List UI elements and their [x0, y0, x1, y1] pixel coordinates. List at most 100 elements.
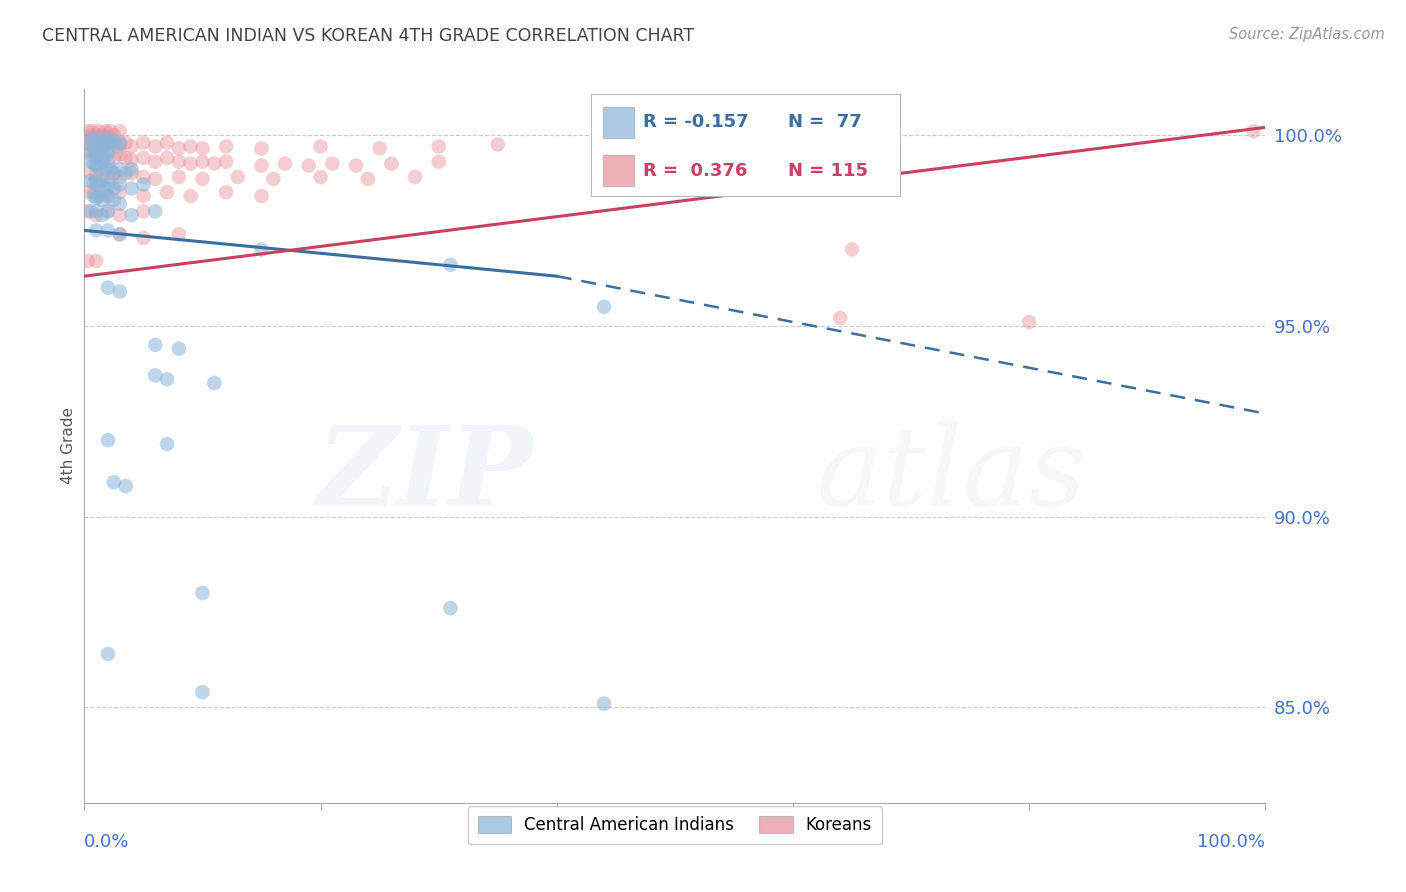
Point	[108, 137, 131, 152]
Point	[98, 162, 121, 177]
Point	[91, 136, 114, 150]
Point	[79, 204, 101, 219]
Point	[84, 134, 107, 148]
Point	[114, 136, 136, 150]
Point	[94, 181, 117, 195]
Point	[226, 169, 249, 184]
Text: 0.0%: 0.0%	[84, 833, 129, 851]
Point	[132, 169, 155, 184]
Point	[79, 166, 101, 180]
Point	[84, 159, 107, 173]
Point	[427, 154, 450, 169]
Point	[250, 159, 273, 173]
Point	[167, 154, 190, 169]
Point	[156, 151, 179, 165]
Point	[191, 154, 214, 169]
Point	[91, 193, 114, 207]
Point	[1243, 124, 1265, 138]
Point	[108, 169, 131, 184]
Point	[108, 136, 131, 150]
Point	[108, 227, 131, 242]
Point	[97, 137, 120, 152]
Point	[82, 124, 104, 138]
Point	[84, 168, 107, 182]
Point	[83, 136, 105, 150]
Point	[321, 156, 343, 170]
Point	[309, 139, 332, 153]
Point	[404, 169, 426, 184]
Y-axis label: 4th Grade: 4th Grade	[60, 408, 76, 484]
Point	[121, 153, 143, 167]
Point	[83, 186, 105, 200]
Point	[191, 172, 214, 186]
Point	[191, 141, 214, 155]
Text: atlas: atlas	[817, 421, 1087, 528]
Point	[84, 137, 107, 152]
Point	[84, 174, 107, 188]
Point	[830, 311, 852, 326]
Point	[593, 697, 616, 711]
Point	[97, 169, 120, 184]
Point	[103, 128, 125, 142]
Point	[309, 169, 332, 184]
Text: R =  0.376: R = 0.376	[643, 161, 748, 179]
Point	[439, 258, 461, 272]
Point	[132, 231, 155, 245]
Point	[87, 161, 110, 175]
Point	[87, 124, 110, 138]
Point	[108, 285, 131, 299]
Point	[97, 178, 120, 192]
Point	[91, 137, 114, 152]
Point	[274, 156, 297, 170]
Point	[167, 141, 190, 155]
Text: 100.0%: 100.0%	[1198, 833, 1265, 851]
Point	[108, 147, 131, 161]
Point	[108, 196, 131, 211]
Point	[77, 136, 100, 150]
Text: ZIP: ZIP	[316, 421, 533, 528]
Point	[97, 132, 120, 146]
Point	[91, 166, 114, 180]
Point	[121, 162, 143, 177]
Point	[98, 124, 121, 138]
Point	[114, 479, 136, 493]
Point	[344, 159, 367, 173]
Point	[108, 208, 131, 222]
Point	[87, 147, 110, 161]
Point	[84, 128, 107, 142]
Point	[108, 162, 131, 177]
Point	[79, 137, 101, 152]
Point	[108, 186, 131, 200]
Point	[121, 181, 143, 195]
Point	[180, 189, 202, 203]
Point	[79, 154, 101, 169]
Point	[87, 136, 110, 150]
Point	[84, 208, 107, 222]
Point	[87, 178, 110, 192]
Point	[91, 186, 114, 200]
Point	[250, 243, 273, 257]
Point	[191, 685, 214, 699]
Point	[103, 136, 125, 150]
Point	[97, 223, 120, 237]
Point	[103, 166, 125, 180]
Point	[357, 172, 380, 186]
Point	[298, 159, 321, 173]
Point	[97, 280, 120, 294]
Point	[156, 186, 179, 200]
Text: N =  77: N = 77	[789, 113, 862, 131]
Point	[94, 137, 117, 152]
Point	[250, 189, 273, 203]
Point	[143, 338, 166, 352]
Point	[143, 204, 166, 219]
Point	[143, 139, 166, 153]
Point	[215, 139, 238, 153]
Point	[97, 147, 120, 161]
Point	[132, 136, 155, 150]
Point	[79, 174, 101, 188]
Point	[215, 186, 238, 200]
Point	[79, 143, 101, 157]
Bar	[603, 107, 634, 137]
Legend: Central American Indians, Koreans: Central American Indians, Koreans	[468, 806, 882, 845]
Text: R = -0.157: R = -0.157	[643, 113, 749, 131]
